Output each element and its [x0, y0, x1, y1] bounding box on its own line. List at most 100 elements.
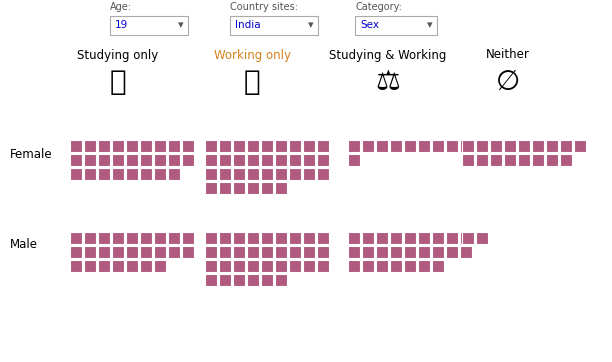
FancyBboxPatch shape	[140, 232, 152, 244]
FancyBboxPatch shape	[126, 260, 138, 272]
Text: ▾: ▾	[178, 21, 184, 30]
FancyBboxPatch shape	[446, 140, 458, 152]
FancyBboxPatch shape	[261, 274, 273, 286]
FancyBboxPatch shape	[348, 154, 360, 166]
Text: Category:: Category:	[355, 2, 402, 12]
FancyBboxPatch shape	[390, 260, 402, 272]
FancyBboxPatch shape	[247, 232, 259, 244]
FancyBboxPatch shape	[560, 140, 572, 152]
FancyBboxPatch shape	[261, 246, 273, 258]
FancyBboxPatch shape	[110, 16, 188, 35]
FancyBboxPatch shape	[84, 232, 96, 244]
FancyBboxPatch shape	[518, 140, 530, 152]
FancyBboxPatch shape	[233, 168, 245, 180]
FancyBboxPatch shape	[84, 260, 96, 272]
FancyBboxPatch shape	[219, 260, 231, 272]
FancyBboxPatch shape	[303, 140, 315, 152]
FancyBboxPatch shape	[168, 168, 180, 180]
FancyBboxPatch shape	[84, 168, 96, 180]
FancyBboxPatch shape	[574, 140, 586, 152]
FancyBboxPatch shape	[289, 232, 301, 244]
FancyBboxPatch shape	[476, 140, 488, 152]
FancyBboxPatch shape	[182, 232, 194, 244]
FancyBboxPatch shape	[317, 246, 329, 258]
Text: ∅: ∅	[496, 68, 520, 96]
FancyBboxPatch shape	[275, 140, 287, 152]
FancyBboxPatch shape	[219, 168, 231, 180]
FancyBboxPatch shape	[112, 168, 124, 180]
FancyBboxPatch shape	[289, 154, 301, 166]
FancyBboxPatch shape	[233, 274, 245, 286]
FancyBboxPatch shape	[205, 168, 217, 180]
FancyBboxPatch shape	[546, 140, 558, 152]
FancyBboxPatch shape	[532, 154, 544, 166]
FancyBboxPatch shape	[154, 246, 166, 258]
FancyBboxPatch shape	[404, 140, 416, 152]
FancyBboxPatch shape	[112, 246, 124, 258]
FancyBboxPatch shape	[390, 140, 402, 152]
FancyBboxPatch shape	[140, 168, 152, 180]
FancyBboxPatch shape	[154, 232, 166, 244]
FancyBboxPatch shape	[84, 154, 96, 166]
FancyBboxPatch shape	[70, 246, 82, 258]
FancyBboxPatch shape	[247, 246, 259, 258]
FancyBboxPatch shape	[376, 260, 388, 272]
FancyBboxPatch shape	[247, 274, 259, 286]
FancyBboxPatch shape	[233, 260, 245, 272]
FancyBboxPatch shape	[317, 260, 329, 272]
FancyBboxPatch shape	[247, 182, 259, 194]
Text: Working only: Working only	[214, 49, 291, 62]
FancyBboxPatch shape	[70, 154, 82, 166]
FancyBboxPatch shape	[504, 140, 516, 152]
FancyBboxPatch shape	[404, 246, 416, 258]
Text: Age:: Age:	[110, 2, 132, 12]
Text: Studying only: Studying only	[77, 49, 159, 62]
Text: 19: 19	[115, 21, 129, 30]
FancyBboxPatch shape	[476, 232, 488, 244]
FancyBboxPatch shape	[154, 140, 166, 152]
FancyBboxPatch shape	[504, 154, 516, 166]
FancyBboxPatch shape	[446, 232, 458, 244]
FancyBboxPatch shape	[432, 232, 444, 244]
FancyBboxPatch shape	[182, 246, 194, 258]
FancyBboxPatch shape	[317, 168, 329, 180]
Text: Neither: Neither	[486, 49, 530, 62]
FancyBboxPatch shape	[84, 140, 96, 152]
Text: Sex: Sex	[360, 21, 379, 30]
FancyBboxPatch shape	[462, 154, 474, 166]
FancyBboxPatch shape	[532, 140, 544, 152]
FancyBboxPatch shape	[376, 140, 388, 152]
FancyBboxPatch shape	[362, 232, 374, 244]
FancyBboxPatch shape	[518, 154, 530, 166]
FancyBboxPatch shape	[205, 232, 217, 244]
FancyBboxPatch shape	[70, 140, 82, 152]
FancyBboxPatch shape	[376, 232, 388, 244]
FancyBboxPatch shape	[233, 154, 245, 166]
FancyBboxPatch shape	[205, 260, 217, 272]
FancyBboxPatch shape	[205, 246, 217, 258]
FancyBboxPatch shape	[219, 246, 231, 258]
FancyBboxPatch shape	[168, 154, 180, 166]
FancyBboxPatch shape	[98, 260, 110, 272]
FancyBboxPatch shape	[460, 140, 472, 152]
Text: ⚖: ⚖	[376, 68, 400, 96]
FancyBboxPatch shape	[98, 246, 110, 258]
FancyBboxPatch shape	[418, 260, 430, 272]
FancyBboxPatch shape	[362, 140, 374, 152]
FancyBboxPatch shape	[205, 182, 217, 194]
FancyBboxPatch shape	[182, 140, 194, 152]
FancyBboxPatch shape	[233, 140, 245, 152]
FancyBboxPatch shape	[460, 246, 472, 258]
Text: Male: Male	[10, 237, 38, 251]
FancyBboxPatch shape	[418, 140, 430, 152]
FancyBboxPatch shape	[247, 168, 259, 180]
FancyBboxPatch shape	[303, 154, 315, 166]
FancyBboxPatch shape	[317, 232, 329, 244]
FancyBboxPatch shape	[390, 246, 402, 258]
FancyBboxPatch shape	[303, 260, 315, 272]
FancyBboxPatch shape	[303, 168, 315, 180]
FancyBboxPatch shape	[112, 154, 124, 166]
FancyBboxPatch shape	[289, 168, 301, 180]
FancyBboxPatch shape	[205, 274, 217, 286]
FancyBboxPatch shape	[205, 140, 217, 152]
